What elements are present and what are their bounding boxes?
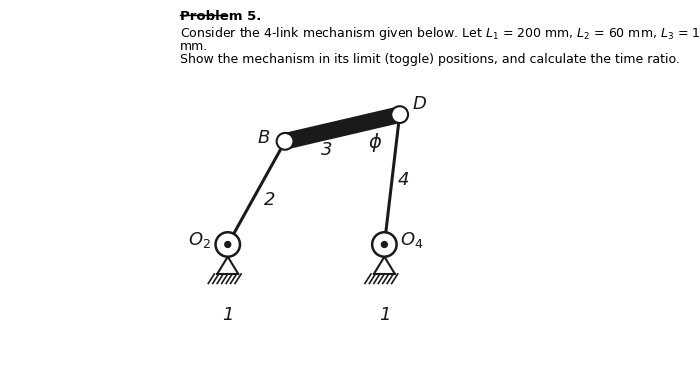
Text: $O_2$: $O_2$ (188, 230, 211, 250)
Text: $D$: $D$ (412, 95, 427, 113)
Text: 1: 1 (379, 306, 390, 324)
Text: 2: 2 (264, 191, 276, 209)
Circle shape (225, 241, 231, 248)
Circle shape (372, 232, 397, 257)
Text: Consider the 4-link mechanism given below. Let $L_1$ = 200 mm, $L_2$ = 60 mm, $L: Consider the 4-link mechanism given belo… (180, 25, 700, 42)
Text: 4: 4 (398, 170, 410, 189)
Text: mm.: mm. (180, 40, 209, 53)
Circle shape (382, 241, 387, 248)
Text: $\phi$: $\phi$ (368, 131, 382, 154)
Polygon shape (284, 107, 401, 149)
Text: Problem 5.: Problem 5. (180, 10, 261, 23)
Text: $O_4$: $O_4$ (400, 230, 423, 250)
Circle shape (391, 106, 408, 123)
Text: 3: 3 (321, 141, 332, 159)
Text: 1: 1 (222, 306, 234, 324)
Text: Show the mechanism in its limit (toggle) positions, and calculate the time ratio: Show the mechanism in its limit (toggle)… (180, 53, 680, 66)
Circle shape (276, 133, 293, 150)
Circle shape (216, 232, 240, 257)
Text: $B$: $B$ (258, 128, 270, 147)
